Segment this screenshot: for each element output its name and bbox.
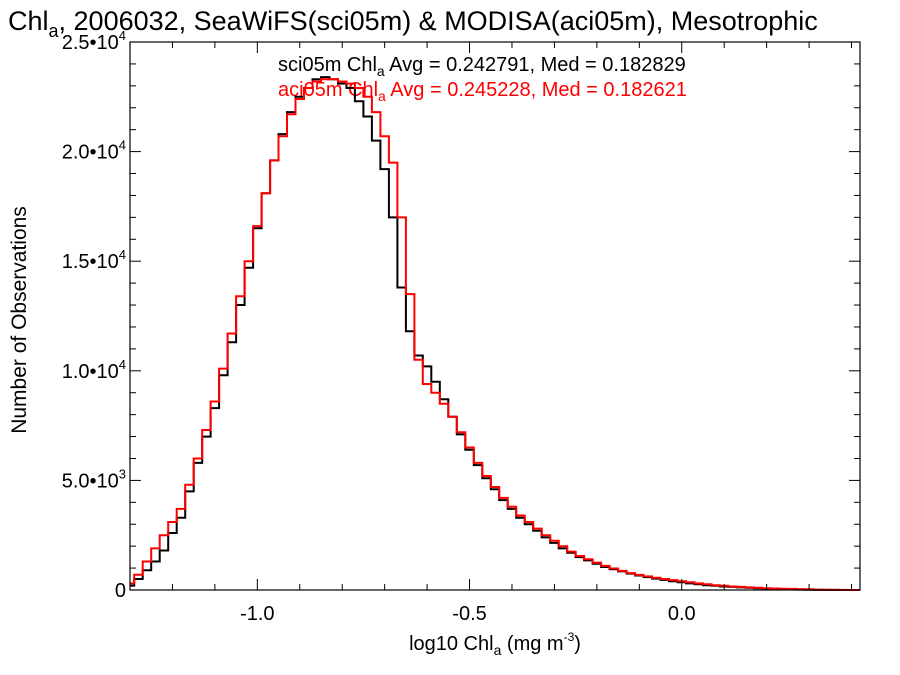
y-tick-label-mantissa: 1.0•10 xyxy=(62,361,119,383)
chart-title: Chla, 2006032, SeaWiFS(sci05m) & MODISA(… xyxy=(8,6,818,41)
y-tick-label: 1.5•104 xyxy=(62,247,126,273)
x-tick-label: 0.0 xyxy=(668,603,696,625)
legend: sci05m Chla Avg = 0.242791, Med = 0.1828… xyxy=(278,54,687,104)
chart-title-rest: , 2006032, SeaWiFS(sci05m) & MODISA(aci0… xyxy=(59,6,818,36)
y-tick-label: 5.0•103 xyxy=(62,466,126,492)
x-axis-label-post: ) xyxy=(574,633,581,655)
legend-entry-sci05m-sub: a xyxy=(377,63,385,79)
y-tick-label-exponent: 4 xyxy=(119,28,126,43)
y-tick-label: 2.0•104 xyxy=(62,138,126,164)
y-tick-label-mantissa: 1.5•10 xyxy=(62,251,119,273)
y-tick-label-mantissa: 5.0•10 xyxy=(62,470,119,492)
series-line-1 xyxy=(130,78,860,591)
legend-entry-sci05m-pre: sci05m Chl xyxy=(278,54,377,76)
x-axis-label: log10 Chla (mg m-3) xyxy=(409,630,581,658)
legend-entry-aci05m-sub: a xyxy=(378,88,386,104)
y-tick-label-exponent: 3 xyxy=(119,466,126,481)
x-tick-label: -0.5 xyxy=(452,603,486,625)
y-tick-label-exponent: 4 xyxy=(119,138,126,153)
x-axis-label-sup: -3 xyxy=(564,630,575,644)
y-tick-label-mantissa: 2.0•10 xyxy=(62,142,119,164)
y-tick-label-mantissa: 0 xyxy=(115,580,126,602)
y-tick-label: 2.5•104 xyxy=(62,28,126,54)
y-axis-label: Number of Observations xyxy=(8,206,31,434)
x-axis-label-mid: (mg m xyxy=(501,633,563,655)
y-tick-label-mantissa: 2.5•10 xyxy=(62,32,119,54)
axes-layer: -1.0 -0.5 0.005.0•1031.0•1041.5•1042.0•104… xyxy=(62,28,861,625)
x-tick-label: -1.0 xyxy=(240,603,274,625)
y-tick-label: 0 xyxy=(115,580,126,602)
legend-entry-aci05m-post: Avg = 0.245228, Med = 0.182621 xyxy=(386,79,687,101)
series-layer xyxy=(130,76,860,591)
y-tick-label-exponent: 4 xyxy=(119,247,126,262)
x-axis-label-sub: a xyxy=(494,642,502,658)
chart-title-main: Chl xyxy=(8,6,49,36)
legend-entry-sci05m-post: Avg = 0.242791, Med = 0.182829 xyxy=(385,54,686,76)
y-tick-label-exponent: 4 xyxy=(119,357,126,372)
legend-entry-sci05m: sci05m Chla Avg = 0.242791, Med = 0.1828… xyxy=(278,54,686,79)
y-tick-label: 1.0•104 xyxy=(62,357,126,383)
chart-title-subscript: a xyxy=(49,21,60,41)
x-axis-label-pre: log10 Chl xyxy=(409,633,494,655)
plot-frame xyxy=(129,41,861,591)
